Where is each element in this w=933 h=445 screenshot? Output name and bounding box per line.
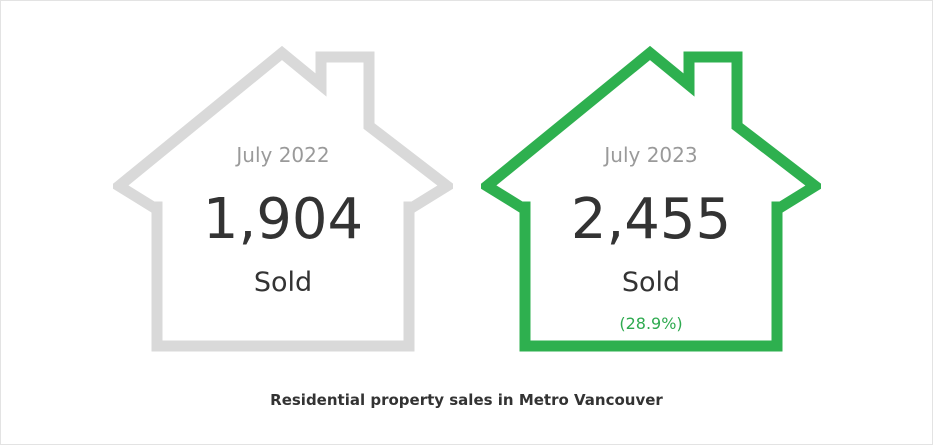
house-outline-icon [481,45,821,352]
unit-label: Sold [621,267,681,298]
house-july-2022: July 2022 1,904 Sold [113,1,453,361]
period-label: July 2022 [236,143,330,167]
house-shape-previous [113,45,453,352]
sales-value: 1,904 [202,187,364,252]
house-shape-current [481,45,821,352]
sales-value: 2,455 [570,187,732,252]
house-july-2023: July 2023 2,455 Sold (28.9%) [481,1,821,361]
percent-change-label: (28.9%) [619,314,683,333]
house-outline-icon [113,45,453,352]
unit-label: Sold [253,267,313,298]
period-label: July 2023 [604,143,698,167]
chart-caption: Residential property sales in Metro Vanc… [270,391,663,409]
